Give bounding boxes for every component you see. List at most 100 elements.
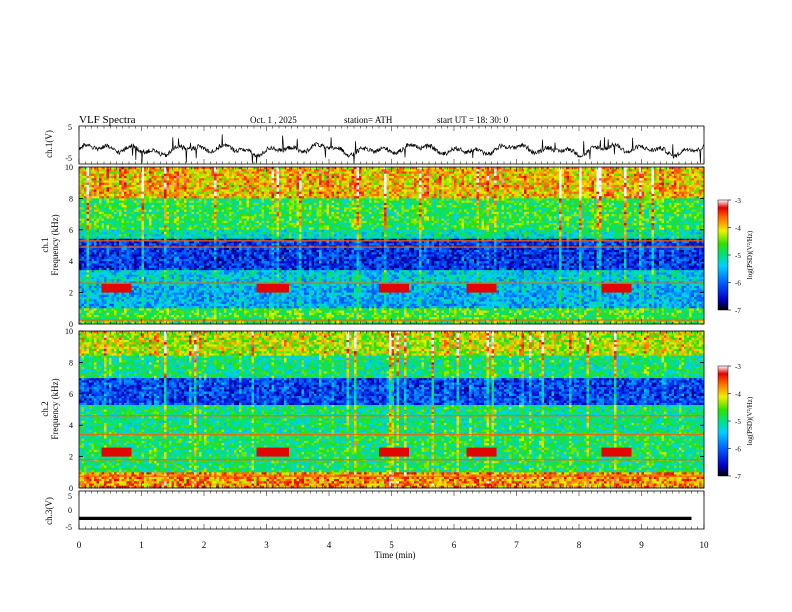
spectrogram-cell [647, 169, 650, 172]
spectrogram-cell [624, 169, 627, 172]
spectrogram-cell [342, 169, 345, 172]
spectrogram-cell [547, 169, 550, 172]
spectrogram-cell [552, 169, 555, 172]
spectrogram-cell [427, 169, 430, 172]
spectrogram-cell [637, 169, 640, 172]
spectrogram-cell [344, 169, 347, 172]
spectrogram-cell [94, 169, 97, 172]
spectrogram-cell [449, 169, 452, 172]
spectrogram-cell [384, 169, 387, 172]
spectrogram-cell [114, 169, 117, 172]
spectrogram-cell [482, 169, 485, 172]
spectrogram-cell [612, 169, 615, 172]
spectrogram-cell [454, 169, 457, 172]
spectrogram-cell [364, 169, 367, 172]
spectrogram-cell [562, 169, 565, 172]
spectrogram-cell [214, 169, 217, 172]
spectrogram-cell [124, 169, 127, 172]
spectrogram-cell [422, 169, 425, 172]
spectrogram-cell [469, 169, 472, 172]
spectrogram-cell [697, 169, 700, 172]
spectrogram-cell [89, 169, 92, 172]
spectrogram-cell [294, 169, 297, 172]
spectrogram-cell [434, 169, 437, 172]
spectrogram-cell [559, 169, 562, 172]
ch1-ytick-top: 5 [68, 123, 72, 132]
ch1-waveform-panel: 5 -5 ch.1(V) [44, 123, 704, 164]
spectrogram-cell [167, 169, 170, 172]
spectrogram-cell [309, 169, 312, 172]
spectrogram-cell [432, 169, 435, 172]
spectrogram-cell [444, 169, 447, 172]
spectrogram-cell [632, 169, 635, 172]
spectrogram-cell [677, 169, 680, 172]
spectrogram-cell [404, 169, 407, 172]
spectrogram-cell [522, 169, 525, 172]
spectrogram-cell [429, 169, 432, 172]
spectrogram-cell [532, 169, 535, 172]
spectrogram-cell [314, 169, 317, 172]
spectrogram-cell [274, 169, 277, 172]
spectrogram-cell [152, 169, 155, 172]
spectrogram-cell [277, 169, 280, 172]
ch1-ytick-bottom: -5 [65, 154, 72, 163]
spectrogram-cell [297, 169, 300, 172]
spectrogram-cell [244, 169, 247, 172]
spectrogram-cell [339, 169, 342, 172]
spectrogram-cell [627, 169, 630, 172]
spectrogram-cell [634, 169, 637, 172]
spectrogram-cell [524, 169, 527, 172]
ch1-spectrogram-panel: 0246810 ch.1 Frequency (kHz) -3-4-5-6-7 … [40, 163, 754, 329]
spectrogram-cell [409, 169, 412, 172]
spectrogram-cell [587, 169, 590, 172]
spectrogram-cell [322, 169, 325, 172]
spectrogram-cell [99, 169, 102, 172]
date-label: Oct. 1 , 2025 [250, 115, 297, 125]
spectrogram-cell [189, 169, 192, 172]
spectrogram-cell [517, 169, 520, 172]
spectrogram-cell [317, 169, 320, 172]
spectrogram-cell [652, 169, 655, 172]
spectrogram-cell [439, 169, 442, 172]
spectrogram-cell [302, 169, 305, 172]
spectrogram-cell [227, 169, 230, 172]
spectrogram-cell [537, 169, 540, 172]
spectrogram-cell [679, 169, 682, 172]
spectrogram-cell [247, 169, 250, 172]
spectrogram-cell [112, 169, 115, 172]
spectrogram-cell [599, 169, 602, 172]
spectrogram-cell [509, 169, 512, 172]
spectrogram-cell [157, 169, 160, 172]
spectrogram-cell [207, 169, 210, 172]
spectrogram-cell [229, 169, 232, 172]
spectrogram-cell [387, 169, 390, 172]
spectrogram-cell [459, 169, 462, 172]
spectrogram-cell [642, 169, 645, 172]
spectrogram-cell [232, 169, 235, 172]
spectrogram-cell [262, 169, 265, 172]
spectrogram-cell [287, 169, 290, 172]
spectrogram-cell [254, 169, 257, 172]
spectrogram-cell [417, 169, 420, 172]
spectrogram-cell [609, 169, 612, 172]
spectrogram-cell [109, 169, 112, 172]
spectrogram-cell [604, 169, 607, 172]
spectrogram-cell [539, 169, 542, 172]
spectrogram-cell [589, 169, 592, 172]
spectrogram-cell [312, 169, 315, 172]
spectrogram-cell [249, 169, 252, 172]
spectrogram-cell [497, 169, 500, 172]
spectrogram-cell [282, 169, 285, 172]
spectrogram-cell [374, 169, 377, 172]
spectrogram-cell [289, 169, 292, 172]
spectrogram-cell [164, 169, 167, 172]
spectrogram-cell [269, 169, 272, 172]
spectrogram-cell [574, 169, 577, 172]
spectrogram-cell [137, 169, 140, 172]
spectrogram-cell [684, 169, 687, 172]
spectrogram-cell [622, 169, 625, 172]
spectrogram-cell [544, 169, 547, 172]
spectrogram-cell [534, 169, 537, 172]
spectrogram-cell [217, 169, 220, 172]
spectrogram-cell [337, 169, 340, 172]
